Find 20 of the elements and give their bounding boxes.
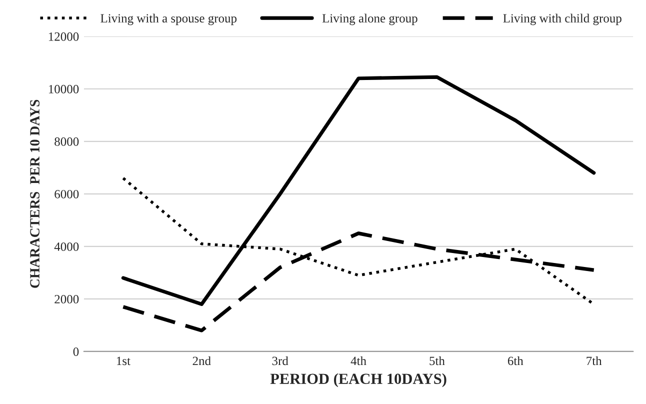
x-tick-label: 4th — [350, 356, 366, 366]
legend-label: Living with a spouse group — [100, 14, 237, 26]
x-tick-label: 3rd — [272, 356, 288, 366]
y-tick-label: 6000 — [54, 190, 79, 198]
y-tick-label: 2000 — [54, 294, 79, 304]
y-tick-label: 10000 — [48, 84, 79, 94]
x-axis-title: PERIOD (EACH 10DAYS) — [270, 373, 446, 388]
legend-label: Living with child group — [503, 14, 622, 26]
y-tick-label: 0 — [73, 348, 79, 356]
y-tick-label: 4000 — [54, 242, 79, 251]
line-series — [121, 75, 596, 306]
legend-label: Living alone group — [322, 14, 418, 26]
x-tick-label: 1st — [117, 356, 130, 366]
x-tick-label: 6th — [508, 356, 524, 366]
x-tick-label: 5th — [430, 356, 445, 366]
y-tick-label: 12000 — [48, 32, 79, 41]
x-tick-label: 2nd — [192, 356, 211, 366]
y-axis-title: CHARACTERS PER 10 DAYS — [30, 100, 40, 288]
x-tick-label: 7th — [586, 356, 602, 366]
y-tick-label: 8000 — [54, 137, 79, 146]
